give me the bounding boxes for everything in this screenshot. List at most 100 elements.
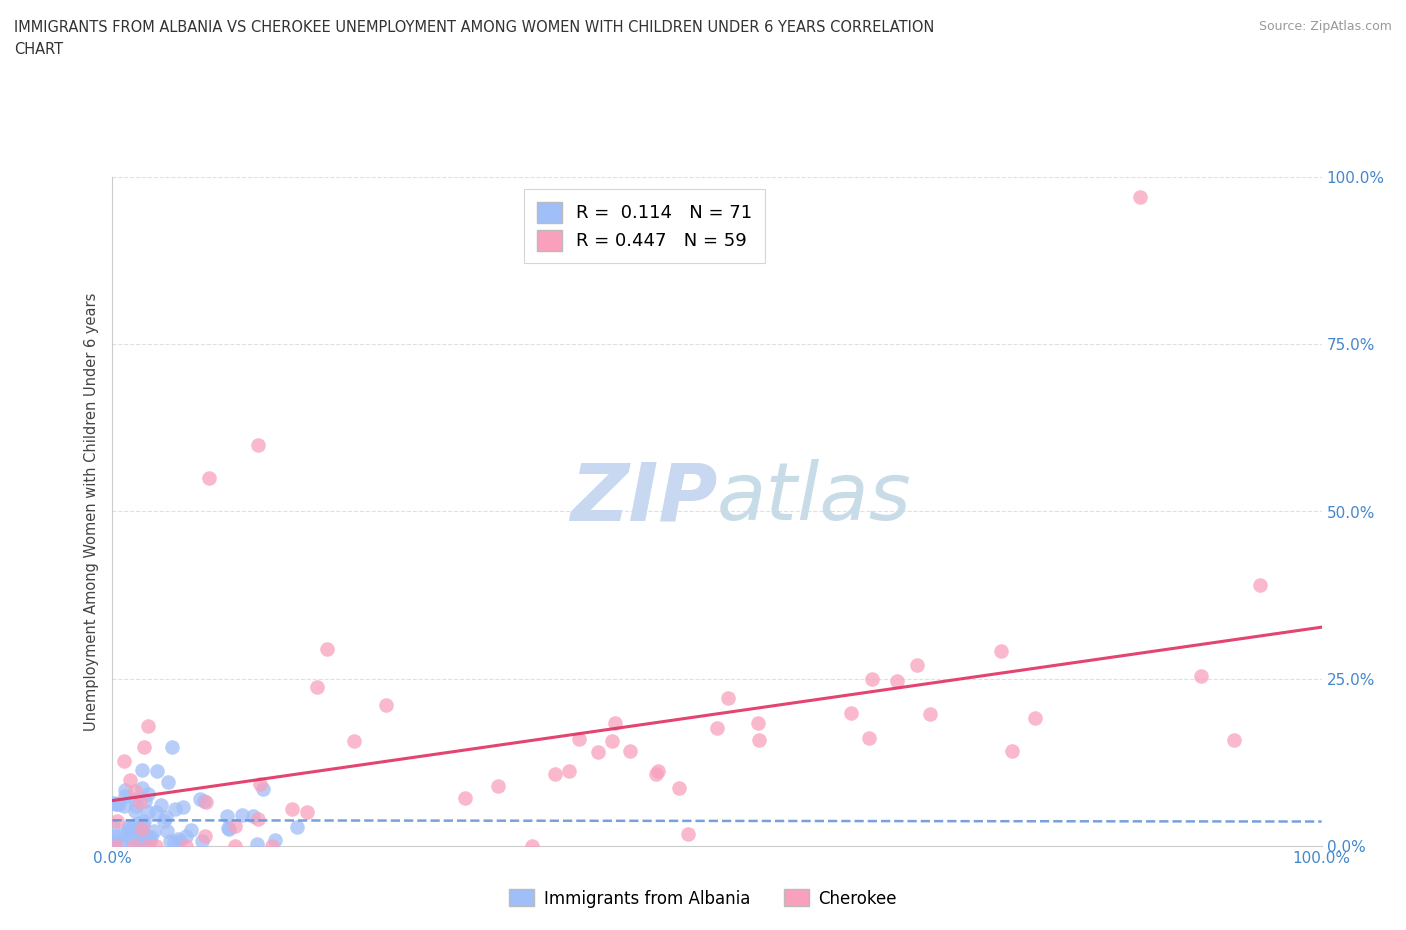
Point (105, 839, 128, 854)
Point (246, 836, 269, 851)
Point (153, 814, 176, 829)
Point (224, 839, 246, 854)
Point (860, 671, 883, 686)
Point (135, 828, 157, 843)
Point (145, 839, 167, 854)
Point (603, 715, 626, 730)
Text: atlas: atlas (717, 459, 912, 538)
Point (246, 437, 269, 452)
Point (139, 830, 162, 844)
Point (120, 773, 142, 788)
Point (544, 766, 567, 781)
Point (146, 764, 169, 778)
Point (132, 837, 155, 852)
Point (558, 764, 581, 778)
Point (111, 835, 134, 850)
Point (120, 823, 142, 838)
Point (112, 799, 135, 814)
Point (128, 816, 150, 830)
Point (124, 791, 146, 806)
Point (886, 674, 908, 689)
Point (218, 820, 240, 835)
Point (252, 781, 274, 796)
Point (142, 824, 165, 839)
Legend: Immigrants from Albania, Cherokee: Immigrants from Albania, Cherokee (502, 883, 904, 914)
Point (131, 780, 153, 795)
Point (114, 789, 136, 804)
Point (101, 818, 124, 833)
Point (122, 839, 145, 854)
Point (118, 819, 141, 834)
Point (132, 814, 155, 829)
Point (190, 792, 212, 807)
Text: ZIP: ZIP (569, 459, 717, 538)
Point (117, 822, 139, 837)
Point (747, 716, 769, 731)
Point (136, 804, 159, 819)
Point (198, 471, 221, 485)
Point (135, 833, 157, 848)
Point (1249, 578, 1271, 592)
Point (1189, 669, 1212, 684)
Point (159, 833, 181, 848)
Point (706, 721, 728, 736)
Point (131, 821, 153, 836)
Point (645, 767, 668, 782)
Point (112, 827, 135, 842)
Point (120, 839, 142, 854)
Point (295, 804, 318, 819)
Text: CHART: CHART (14, 42, 63, 57)
Point (163, 834, 186, 849)
Point (136, 839, 159, 854)
Point (157, 774, 180, 789)
Point (285, 819, 308, 834)
Point (155, 809, 177, 824)
Point (105, 835, 128, 850)
Legend: R =  0.114   N = 71, R = 0.447   N = 59: R = 0.114 N = 71, R = 0.447 N = 59 (524, 189, 765, 263)
Point (162, 739, 184, 754)
Point (1024, 711, 1046, 725)
Point (905, 658, 928, 672)
Point (242, 808, 264, 823)
Point (520, 839, 543, 854)
Point (128, 833, 150, 848)
Point (127, 838, 149, 853)
Point (600, 734, 623, 749)
Text: IMMIGRANTS FROM ALBANIA VS CHEROKEE UNEMPLOYMENT AMONG WOMEN WITH CHILDREN UNDER: IMMIGRANTS FROM ALBANIA VS CHEROKEE UNEM… (14, 20, 935, 35)
Point (112, 754, 135, 769)
Point (676, 827, 699, 842)
Point (990, 644, 1012, 658)
Point (316, 642, 339, 657)
Point (103, 796, 125, 811)
Point (131, 763, 153, 777)
Point (132, 739, 155, 754)
Point (374, 698, 396, 712)
Point (104, 796, 127, 811)
Point (194, 829, 217, 844)
Point (169, 834, 191, 849)
Point (224, 818, 246, 833)
Point (231, 807, 253, 822)
Point (180, 822, 202, 837)
Point (343, 733, 366, 748)
Point (127, 831, 149, 846)
Point (247, 812, 270, 827)
Point (136, 787, 159, 802)
Point (193, 794, 215, 809)
Point (124, 804, 146, 818)
Point (145, 804, 167, 819)
Point (129, 822, 152, 837)
Point (260, 839, 283, 854)
Point (307, 679, 329, 694)
Point (104, 833, 127, 848)
Point (486, 778, 509, 793)
Point (172, 800, 194, 815)
Point (1222, 733, 1244, 748)
Point (131, 837, 153, 852)
Point (215, 809, 238, 824)
Point (1001, 744, 1024, 759)
Point (132, 817, 155, 832)
Point (174, 829, 197, 844)
Point (108, 796, 131, 811)
Point (717, 690, 740, 705)
